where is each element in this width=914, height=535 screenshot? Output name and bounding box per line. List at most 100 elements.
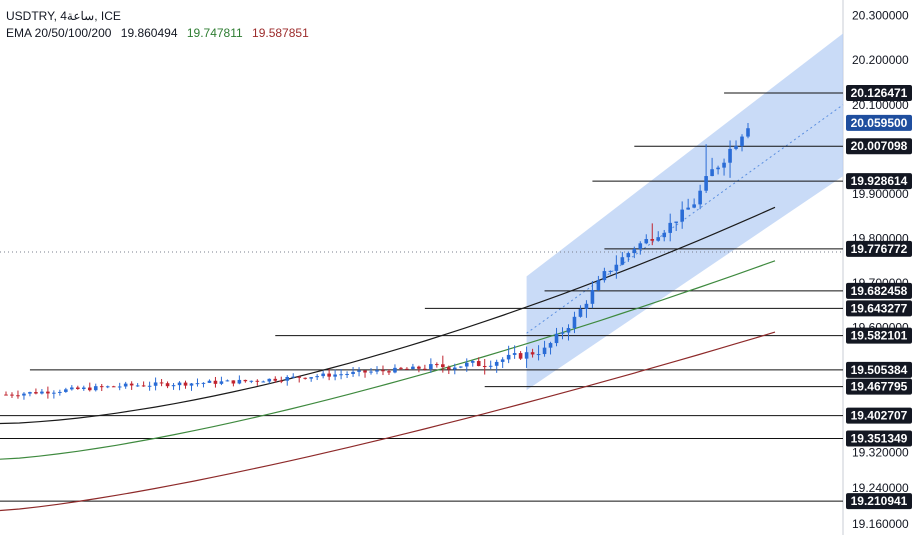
candle-body[interactable] xyxy=(363,370,367,373)
candle-body[interactable] xyxy=(123,383,128,387)
candle-body[interactable] xyxy=(542,347,547,355)
candle-body[interactable] xyxy=(34,392,38,394)
candle-body[interactable] xyxy=(309,377,313,379)
candle-body[interactable] xyxy=(662,232,667,238)
candle-body[interactable] xyxy=(554,333,559,344)
candle-body[interactable] xyxy=(578,308,583,317)
candle-body[interactable] xyxy=(429,364,433,370)
candle-body[interactable] xyxy=(512,353,517,355)
candle-body[interactable] xyxy=(213,380,218,384)
candle-body[interactable] xyxy=(722,162,726,168)
candle-body[interactable] xyxy=(141,385,146,387)
candle-body[interactable] xyxy=(417,366,421,369)
candle-body[interactable] xyxy=(614,264,619,271)
candle-body[interactable] xyxy=(189,383,194,386)
candle-body[interactable] xyxy=(399,367,403,369)
candle-body[interactable] xyxy=(231,380,236,384)
candle-body[interactable] xyxy=(315,376,319,378)
candle-body[interactable] xyxy=(291,376,296,378)
candle-body[interactable] xyxy=(500,359,505,362)
candle-body[interactable] xyxy=(273,378,278,381)
candle-body[interactable] xyxy=(698,190,702,205)
candle-body[interactable] xyxy=(506,354,511,360)
candle-body[interactable] xyxy=(52,392,56,394)
candle-body[interactable] xyxy=(650,239,655,241)
candle-body[interactable] xyxy=(375,370,379,372)
candle-body[interactable] xyxy=(111,386,116,388)
candle-body[interactable] xyxy=(387,371,391,373)
candle-body[interactable] xyxy=(656,237,661,241)
candle-body[interactable] xyxy=(560,332,565,334)
candle-body[interactable] xyxy=(165,383,170,387)
candle-body[interactable] xyxy=(99,386,104,388)
candle-body[interactable] xyxy=(147,385,152,387)
candle-body[interactable] xyxy=(411,366,415,370)
candle-body[interactable] xyxy=(644,239,649,244)
candle-body[interactable] xyxy=(105,386,110,388)
candle-body[interactable] xyxy=(494,361,499,366)
candle-body[interactable] xyxy=(153,382,158,386)
candle-body[interactable] xyxy=(530,352,535,355)
candle-body[interactable] xyxy=(267,378,272,382)
candle-body[interactable] xyxy=(572,316,577,329)
candle-body[interactable] xyxy=(195,383,200,385)
candle-body[interactable] xyxy=(285,377,290,381)
candle-body[interactable] xyxy=(686,207,690,210)
candle-body[interactable] xyxy=(255,380,260,382)
candle-body[interactable] xyxy=(135,385,140,387)
candle-body[interactable] xyxy=(225,380,230,382)
candle-body[interactable] xyxy=(237,379,242,384)
candle-body[interactable] xyxy=(423,368,427,370)
candle-body[interactable] xyxy=(381,370,385,372)
candle-body[interactable] xyxy=(171,385,176,387)
candle-body[interactable] xyxy=(584,303,589,309)
candle-body[interactable] xyxy=(602,271,607,281)
candle-body[interactable] xyxy=(339,374,343,376)
candle-body[interactable] xyxy=(458,366,463,368)
candle-body[interactable] xyxy=(638,243,643,249)
candle-body[interactable] xyxy=(243,379,248,382)
candle-body[interactable] xyxy=(369,371,373,373)
candle-body[interactable] xyxy=(447,367,451,370)
candle-body[interactable] xyxy=(710,169,714,177)
candle-body[interactable] xyxy=(680,209,684,222)
candle-body[interactable] xyxy=(716,167,720,170)
candle-body[interactable] xyxy=(435,364,439,366)
candle-body[interactable] xyxy=(81,387,86,390)
candle-body[interactable] xyxy=(351,371,355,374)
candle-body[interactable] xyxy=(357,370,361,372)
candle-body[interactable] xyxy=(207,380,212,383)
candle-body[interactable] xyxy=(740,136,744,147)
candle-body[interactable] xyxy=(470,361,475,363)
candle-body[interactable] xyxy=(333,374,337,377)
candle-body[interactable] xyxy=(692,204,696,208)
candle-body[interactable] xyxy=(345,373,349,375)
candle-body[interactable] xyxy=(70,387,74,390)
candle-body[interactable] xyxy=(518,353,523,359)
candle-body[interactable] xyxy=(201,382,206,384)
candle-body[interactable] xyxy=(590,289,595,304)
candle-body[interactable] xyxy=(219,381,224,384)
candle-body[interactable] xyxy=(734,146,738,149)
candle-body[interactable] xyxy=(93,386,98,391)
candle-body[interactable] xyxy=(297,376,302,378)
candle-body[interactable] xyxy=(249,380,254,382)
candle-body[interactable] xyxy=(183,382,188,386)
candle-body[interactable] xyxy=(632,248,637,254)
candle-body[interactable] xyxy=(405,368,409,370)
candle-body[interactable] xyxy=(626,253,631,258)
candle-body[interactable] xyxy=(303,377,307,379)
candle-body[interactable] xyxy=(22,393,26,396)
candle-body[interactable] xyxy=(279,380,284,382)
candle-body[interactable] xyxy=(16,395,20,397)
candle-body[interactable] xyxy=(704,176,708,191)
candle-body[interactable] xyxy=(46,391,50,394)
candle-body[interactable] xyxy=(177,382,182,386)
candle-body[interactable] xyxy=(464,362,469,367)
candle-body[interactable] xyxy=(76,387,80,390)
candle-body[interactable] xyxy=(548,343,553,348)
candle-body[interactable] xyxy=(476,361,481,367)
candle-body[interactable] xyxy=(620,257,625,265)
candle-body[interactable] xyxy=(668,222,673,233)
candle-body[interactable] xyxy=(4,394,8,396)
